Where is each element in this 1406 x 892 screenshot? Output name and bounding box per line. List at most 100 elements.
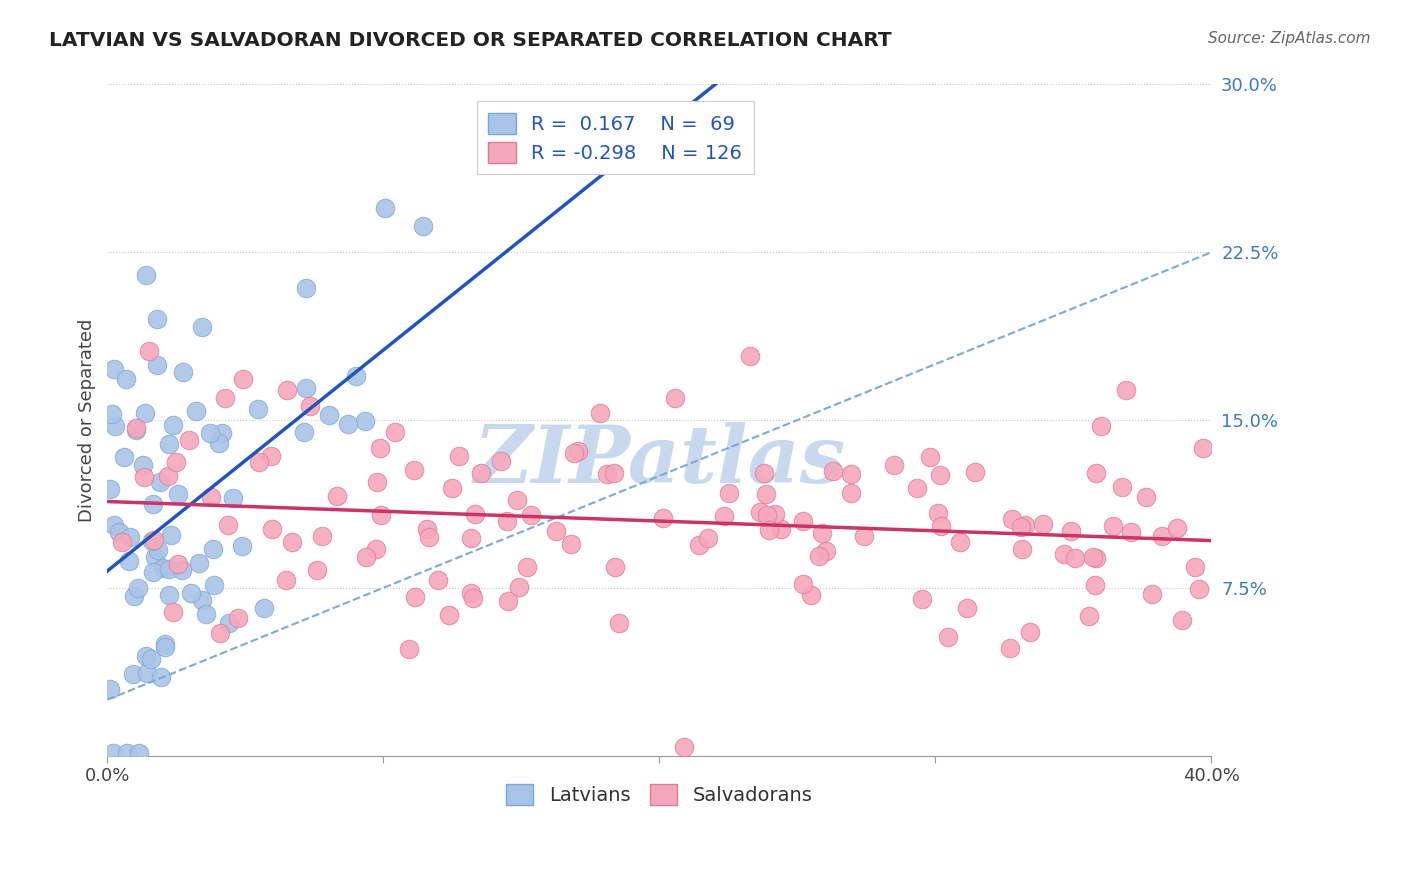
Point [142, 565, 165, 579]
Point [217, 517, 239, 532]
Point [344, 369, 367, 384]
Point [562, 445, 585, 459]
Point [1032, 516, 1054, 531]
Point [295, 281, 318, 295]
Point [811, 525, 834, 540]
Point [191, 320, 214, 334]
Point [103, 518, 125, 533]
Point [202, 578, 225, 592]
Point [927, 506, 949, 520]
Point [103, 361, 125, 376]
Point [1084, 577, 1107, 591]
Point [198, 426, 221, 441]
Point [177, 433, 200, 447]
Point [605, 560, 627, 574]
Point [717, 486, 740, 500]
Point [437, 608, 460, 623]
Point [292, 425, 315, 439]
Point [195, 607, 218, 621]
Point [152, 561, 174, 575]
Point [141, 651, 163, 665]
Point [1085, 550, 1108, 565]
Point [370, 508, 392, 523]
Point [157, 437, 180, 451]
Point [146, 358, 169, 372]
Point [603, 466, 626, 480]
Point [506, 492, 529, 507]
Point [516, 559, 538, 574]
Point [162, 605, 184, 619]
Point [153, 637, 176, 651]
Point [135, 268, 157, 282]
Point [1001, 511, 1024, 525]
Point [112, 450, 135, 465]
Point [138, 343, 160, 358]
Point [318, 408, 340, 422]
Point [132, 470, 155, 484]
Point [149, 475, 172, 489]
Point [470, 467, 492, 481]
Point [763, 508, 786, 522]
Point [143, 549, 166, 564]
Point [247, 454, 270, 468]
Point [1085, 466, 1108, 480]
Point [148, 542, 170, 557]
Point [936, 630, 959, 644]
Point [696, 531, 718, 545]
Point [208, 626, 231, 640]
Point [770, 522, 793, 536]
Point [416, 523, 439, 537]
Text: ZIPatlas: ZIPatlas [474, 422, 845, 499]
Point [412, 219, 434, 233]
Point [911, 592, 934, 607]
Point [418, 530, 440, 544]
Point [427, 573, 450, 587]
Point [1078, 608, 1101, 623]
Point [823, 464, 845, 478]
Point [672, 740, 695, 755]
Point [132, 458, 155, 472]
Point [354, 414, 377, 428]
Point [162, 418, 184, 433]
Text: LATVIAN VS SALVADORAN DIVORCED OR SEPARATED CORRELATION CHART: LATVIAN VS SALVADORAN DIVORCED OR SEPARA… [49, 31, 891, 50]
Point [298, 399, 321, 413]
Point [651, 511, 673, 525]
Point [1010, 519, 1032, 533]
Point [1090, 419, 1112, 434]
Point [101, 407, 124, 421]
Point [398, 641, 420, 656]
Point [211, 425, 233, 440]
Point [127, 581, 149, 595]
Point [800, 588, 823, 602]
Point [153, 640, 176, 655]
Point [965, 465, 987, 479]
Point [749, 505, 772, 519]
Point [949, 535, 972, 549]
Point [247, 402, 270, 417]
Point [366, 475, 388, 490]
Point [508, 580, 530, 594]
Point [1060, 524, 1083, 539]
Point [101, 747, 124, 761]
Point [118, 554, 141, 568]
Point [1152, 529, 1174, 543]
Point [165, 454, 187, 468]
Point [815, 544, 838, 558]
Point [259, 449, 281, 463]
Point [441, 481, 464, 495]
Point [738, 349, 761, 363]
Point [142, 533, 165, 547]
Point [560, 536, 582, 550]
Point [200, 490, 222, 504]
Point [853, 529, 876, 543]
Point [1014, 517, 1036, 532]
Point [464, 507, 486, 521]
Point [180, 586, 202, 600]
Point [252, 601, 274, 615]
Point [135, 648, 157, 663]
Point [136, 665, 159, 680]
Point [141, 534, 163, 549]
Point [808, 549, 831, 563]
Point [142, 497, 165, 511]
Point [150, 670, 173, 684]
